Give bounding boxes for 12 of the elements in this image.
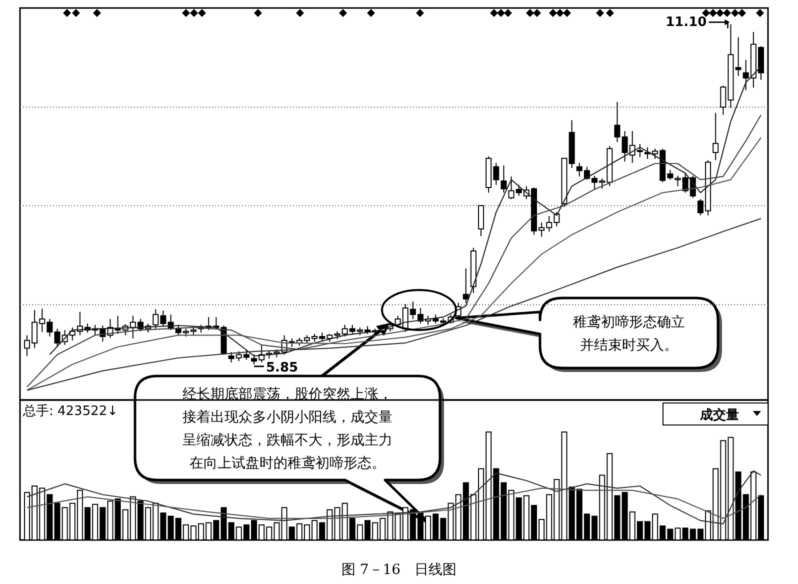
text: 成交量 <box>699 407 739 423</box>
candlestick <box>500 164 507 194</box>
candlestick <box>735 36 742 77</box>
annotation: 5.85 <box>266 360 298 376</box>
annotation: 11.10 <box>666 15 707 30</box>
candlestick <box>462 268 469 304</box>
text: 总手: 423522↓ <box>22 404 118 419</box>
candlestick <box>712 112 719 161</box>
candlestick <box>614 101 620 143</box>
caption: 图 7－16 日线图 <box>341 562 457 578</box>
candlestick <box>478 205 484 237</box>
annotation: 稚鸢初啼形态确立并结束时买入。 <box>573 314 685 354</box>
